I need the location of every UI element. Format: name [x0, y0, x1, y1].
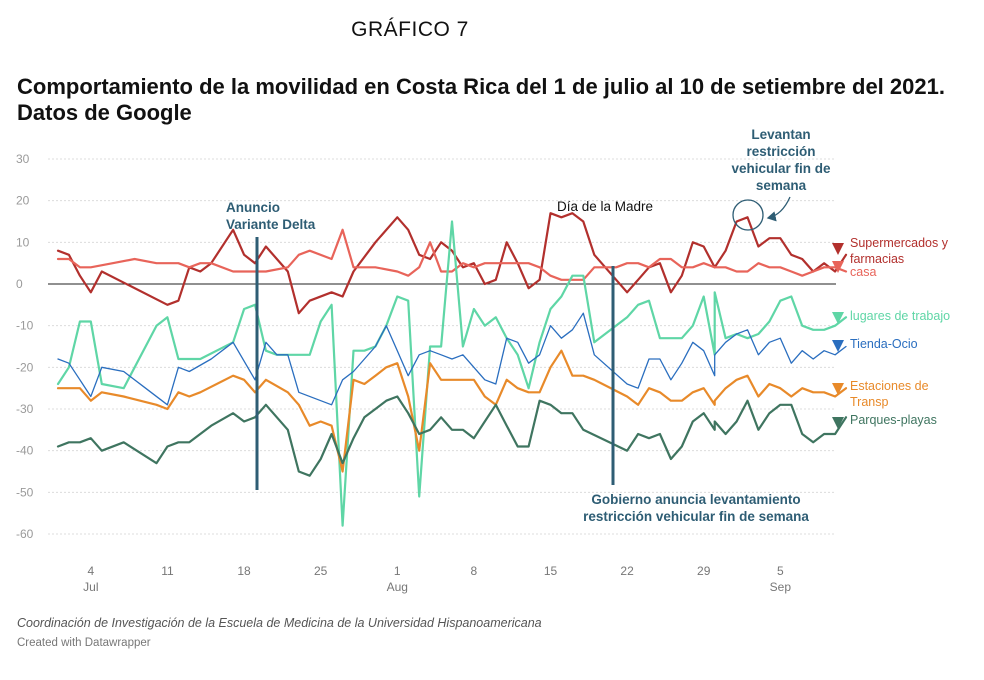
legend-label: Transp [850, 395, 888, 409]
legend-marker [832, 312, 844, 324]
y-tick-label: -30 [16, 402, 34, 416]
series-line-3 [57, 312, 847, 406]
x-axis: 4 Jul 11 18 25 1 Aug 8 15 22 29 5 Sep [83, 564, 791, 594]
event-lines [255, 237, 615, 490]
chart-title: Comportamiento de la movilidad en Costa … [17, 74, 945, 125]
y-tick-label: -50 [16, 485, 34, 499]
y-axis: 30 20 10 0 -10 -20 -30 -40 -50 -60 [16, 152, 34, 541]
legend-label: casa [850, 265, 876, 279]
y-tick-label: -20 [16, 360, 34, 374]
x-tick-label: 1 [394, 564, 401, 578]
legend-marker [832, 261, 844, 273]
levantan-highlight-circle [732, 199, 764, 231]
x-tick-label: 4 [87, 564, 94, 578]
legend-marker [832, 340, 844, 352]
x-month-label: Aug [387, 580, 408, 594]
levantan-annotation: Levantan [751, 127, 810, 142]
legend-label: Tienda-Ocio [850, 337, 918, 351]
figure-label: GRÁFICO 7 [351, 18, 469, 41]
legend-label: Estaciones de [850, 379, 929, 393]
series-line-4 [56, 349, 848, 473]
gobierno-annotation: restricción vehicular fin de semana [583, 509, 809, 524]
x-tick-label: 8 [471, 564, 478, 578]
credit-note: Created with Datawrapper [17, 637, 151, 649]
x-tick-label: 15 [544, 564, 558, 578]
legend-marker [832, 243, 844, 255]
y-tick-label: 0 [16, 277, 23, 291]
delta-annotation: Variante Delta [226, 217, 316, 232]
y-tick-label: -40 [16, 444, 34, 458]
legend-marker [832, 417, 844, 429]
source-note: Coordinación de Investigación de la Escu… [17, 616, 542, 630]
series-line-1 [56, 228, 848, 281]
legend-marker [832, 383, 844, 395]
levantan-annotation: restricción [746, 144, 815, 159]
x-tick-label: 5 [777, 564, 784, 578]
y-tick-label: 30 [16, 152, 30, 166]
x-tick-label: 11 [161, 564, 174, 578]
y-tick-label: 20 [16, 194, 30, 208]
levantan-annotation: vehicular fin de [731, 161, 831, 176]
x-tick-label: 25 [314, 564, 328, 578]
levantan-annotation: semana [756, 178, 807, 193]
grid-lines [48, 158, 836, 535]
legend-label: lugares de trabajo [850, 309, 950, 323]
madre-annotation: Día de la Madre [557, 199, 653, 214]
x-month-label: Sep [770, 580, 792, 594]
y-tick-label: -10 [16, 319, 34, 333]
series-lines [56, 212, 848, 527]
legend-label: Parques-playas [850, 413, 937, 427]
series-line-2 [56, 220, 848, 527]
x-tick-label: 22 [620, 564, 634, 578]
x-month-label: Jul [83, 580, 98, 594]
series-line-0 [56, 212, 848, 315]
x-tick-label: 18 [237, 564, 251, 578]
annotations: Anuncio Variante Delta Gobierno anuncia le… [226, 127, 831, 524]
gobierno-annotation: Gobierno anuncia levantamiento [591, 492, 800, 507]
series-line-5 [56, 395, 848, 477]
y-tick-label: 10 [16, 235, 30, 249]
legend-label: farmacias [850, 252, 904, 266]
delta-annotation: Anuncio [226, 200, 280, 215]
mobility-line-chart: 30 20 10 0 -10 -20 -30 -40 -50 -60 4 Jul 11 18 25 1 Aug… [16, 127, 950, 594]
levantan-arrow [766, 196, 791, 222]
y-tick-label: -60 [16, 527, 34, 541]
x-tick-label: 29 [697, 564, 711, 578]
legend-label: Supermercados y [850, 236, 949, 250]
